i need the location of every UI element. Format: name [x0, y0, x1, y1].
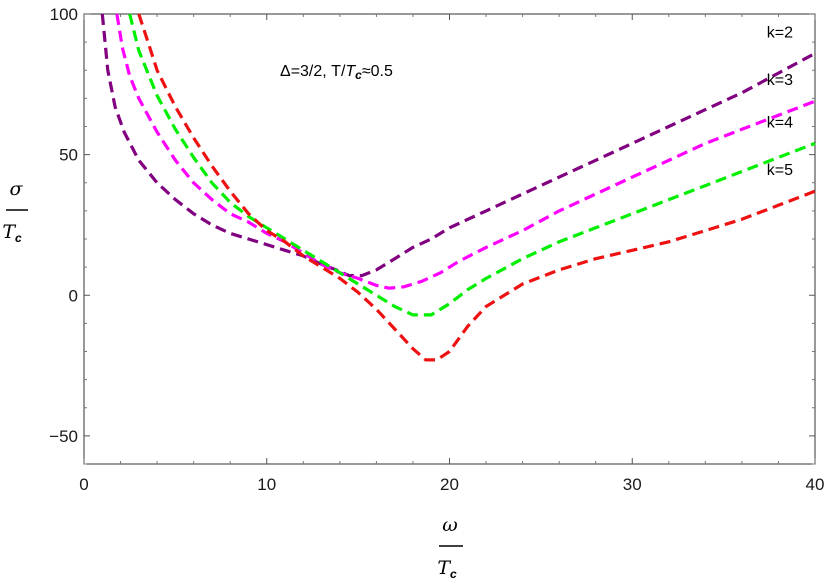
x-tick-label: 0: [79, 475, 88, 494]
y-label-denominator: Tc: [2, 221, 22, 245]
series-label-k3: k=3: [767, 72, 793, 89]
annotation: Δ=3/2, T/Tc≈0.5: [280, 63, 393, 82]
annotation-suffix: ≈0.5: [362, 63, 393, 80]
y-tick-label: 0: [69, 286, 78, 305]
series-line-k5: [137, 13, 816, 362]
y-axis-label: σ Tc: [2, 178, 28, 245]
x-label-symbol: ω: [442, 514, 458, 536]
series-line-k3: [115, 13, 816, 290]
annotation-t-symbol: T: [345, 63, 356, 80]
x-tick-label: 40: [806, 475, 825, 494]
series-line-k4: [128, 13, 816, 317]
x-axis-label: ω Tc: [437, 514, 463, 581]
x-ticks: 0 10 20 30 40: [79, 14, 824, 494]
plot-frame: [83, 13, 816, 465]
series-line-k2: [100, 13, 816, 278]
y-label-symbol: σ: [10, 178, 24, 200]
annotation-prefix: Δ=3/2, T/: [280, 63, 346, 80]
y-tick-label: 100: [50, 5, 78, 24]
series-label-k2: k=2: [767, 24, 793, 41]
y-tick-label: −50: [49, 427, 78, 446]
x-label-denominator: Tc: [437, 557, 457, 581]
legend-labels: k=2 k=3 k=4 k=5: [767, 24, 793, 179]
x-tick-label: 10: [257, 475, 276, 494]
y-tick-label: 50: [59, 146, 78, 165]
x-tick-label: 20: [440, 475, 459, 494]
series-lines: [100, 13, 816, 362]
annotation-t-subscript: c: [355, 68, 362, 82]
x-tick-label: 30: [623, 475, 642, 494]
y-ticks: −50 0 50 100: [49, 5, 815, 465]
series-label-k4: k=4: [767, 114, 793, 131]
series-label-k5: k=5: [767, 162, 793, 179]
